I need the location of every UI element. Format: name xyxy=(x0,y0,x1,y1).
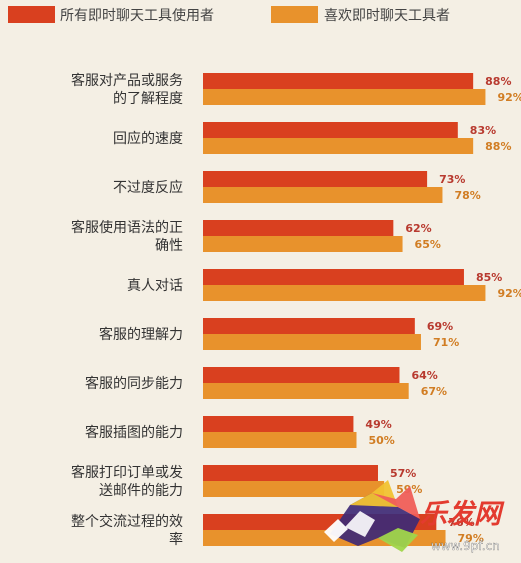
category-label-7-line-1: 客服的同步能力 xyxy=(85,375,183,392)
bar-label-series-1-item-8: 49% xyxy=(365,418,391,431)
bar-label-series-2-item-2: 88% xyxy=(485,140,511,153)
bar-label-series-2-item-1: 92% xyxy=(497,91,521,104)
bar-label-series-2-item-4: 65% xyxy=(415,238,441,251)
watermark: 乐发网 www.9pf.cn xyxy=(324,480,505,553)
bar-series-1-item-1 xyxy=(203,73,474,89)
category-label-5-line-1: 真人对话 xyxy=(127,278,183,294)
bar-series-2-item-4 xyxy=(203,236,403,252)
bar-series-2-item-2 xyxy=(203,138,474,154)
bar-label-series-1-item-1: 88% xyxy=(485,75,511,88)
bar-label-series-2-item-7: 67% xyxy=(421,385,447,398)
bar-series-1-item-3 xyxy=(203,171,428,187)
bar-label-series-1-item-4: 62% xyxy=(405,222,431,235)
legend-label-2: 喜欢即时聊天工具者 xyxy=(324,8,450,24)
bar-series-1-item-4 xyxy=(203,220,394,236)
bar-series-2-item-1 xyxy=(203,89,486,105)
bar-series-1-item-5 xyxy=(203,269,464,285)
watermark-logo-icon xyxy=(324,480,420,552)
watermark-brand-text: 乐发网 xyxy=(420,499,505,530)
bar-series-1-item-7 xyxy=(203,367,400,383)
bar-series-2-item-7 xyxy=(203,383,409,399)
bar-series-2-item-3 xyxy=(203,187,443,203)
category-label-2-line-1: 回应的速度 xyxy=(113,130,183,147)
bar-series-2-item-6 xyxy=(203,334,421,350)
bar-label-series-1-item-3: 73% xyxy=(439,173,465,186)
category-label-10-line-1: 整个交流过程的效 xyxy=(71,513,183,530)
category-label-8-line-1: 客服插图的能力 xyxy=(85,424,183,441)
bar-label-series-2-item-6: 71% xyxy=(433,336,459,349)
category-labels: 客服对产品或服务的了解程度回应的速度不过度反应客服使用语法的正确性真人对话客服的… xyxy=(71,72,183,548)
bar-series-2-item-8 xyxy=(203,432,357,448)
bar-label-series-2-item-3: 78% xyxy=(454,189,480,202)
legend-swatch-2 xyxy=(271,6,318,23)
bar-label-series-2-item-10: 79% xyxy=(458,532,484,545)
category-label-4-line-1: 客服使用语法的正 xyxy=(71,219,183,236)
bar-label-series-2-item-5: 92% xyxy=(497,287,521,300)
category-label-1-line-1: 客服对产品或服务 xyxy=(71,72,183,89)
bar-series-2-item-9 xyxy=(203,481,385,497)
category-label-9-line-2: 送邮件的能力 xyxy=(99,483,183,499)
watermark-url-text: www.9pf.cn xyxy=(431,539,500,553)
bar-label-series-1-item-5: 85% xyxy=(476,271,502,284)
category-label-1-line-2: 的了解程度 xyxy=(113,91,183,107)
legend-swatch-1 xyxy=(8,6,55,23)
category-label-4-line-2: 确性 xyxy=(155,238,183,254)
bar-series-1-item-8 xyxy=(203,416,354,432)
bar-label-series-1-item-2: 83% xyxy=(470,124,496,137)
legend-label-1: 所有即时聊天工具使用者 xyxy=(60,7,214,24)
bar-series-2-item-5 xyxy=(203,285,486,301)
bar-label-series-1-item-10: 76% xyxy=(448,516,474,529)
legend: 所有即时聊天工具使用者 喜欢即时聊天工具者 xyxy=(8,6,450,24)
bar-series-1-item-6 xyxy=(203,318,415,334)
bar-series-1-item-9 xyxy=(203,465,378,481)
bar-label-series-1-item-6: 69% xyxy=(427,320,453,333)
category-label-10-line-2: 率 xyxy=(169,531,183,548)
category-label-9-line-1: 客服打印订单或发 xyxy=(71,464,183,481)
bar-label-series-1-item-9: 57% xyxy=(390,467,416,480)
bar-label-series-1-item-7: 64% xyxy=(411,369,437,382)
category-label-3-line-1: 不过度反应 xyxy=(113,179,183,196)
bar-series-1-item-2 xyxy=(203,122,458,138)
bar-label-series-2-item-8: 50% xyxy=(369,434,395,447)
category-label-6-line-1: 客服的理解力 xyxy=(99,326,183,343)
